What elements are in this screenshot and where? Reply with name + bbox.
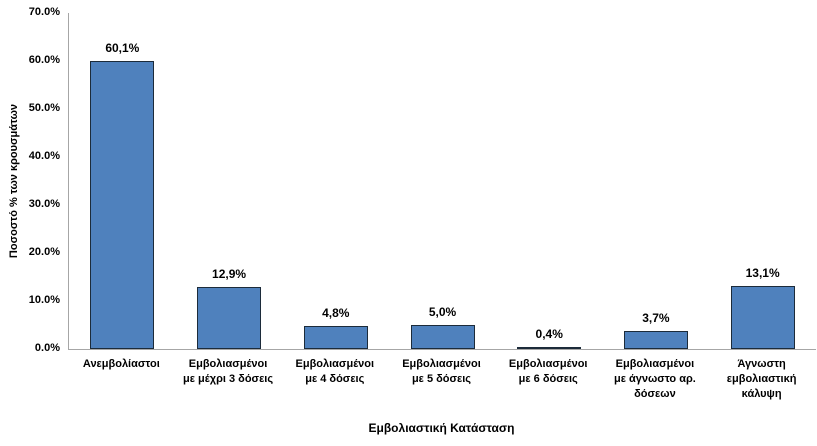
- bar-value-label: 5,0%: [428, 305, 457, 319]
- y-tick-label: 10.0%: [28, 294, 60, 306]
- bar-5: [623, 331, 688, 349]
- x-tick-label: Εμβολιασμένοι με 5 δόσεις: [402, 358, 481, 385]
- y-tick-label: 40.0%: [28, 150, 60, 162]
- bar-value-label: 60,1%: [105, 40, 140, 55]
- y-tick-label: 20.0%: [28, 246, 60, 258]
- y-tick-label: 30.0%: [28, 198, 60, 210]
- y-tick-label: 70.0%: [28, 6, 60, 18]
- bar-value-label: 12,9%: [212, 267, 247, 282]
- bar-6: [730, 286, 795, 349]
- x-tick-label: Εμβολιασμένοι με 6 δόσεις: [508, 358, 588, 385]
- y-tick-label: 60.0%: [28, 54, 60, 66]
- x-axis-title: Εμβολιαστική Κατάσταση: [368, 421, 515, 435]
- x-tick-label: Ανεμβολίαστοι: [82, 358, 160, 370]
- x-tick-label: Άγνωστη εμβολιαστική κάλυψη: [726, 358, 797, 400]
- plot-area: 60,1% 12,9% 4,8% 5,0% 0,4% 3,7% 13,1%: [68, 13, 816, 350]
- bar-3: [410, 325, 475, 349]
- y-tick-label: 50.0%: [28, 102, 60, 114]
- bar-0: [90, 60, 155, 349]
- bar-2: [303, 325, 368, 349]
- x-tick-label: Εμβολιασμένοι με μέχρι 3 δόσεις: [183, 358, 274, 385]
- bar-4: [517, 347, 582, 349]
- bar-value-label: 0,4%: [535, 327, 563, 341]
- y-tick-label: 0.0%: [34, 342, 60, 354]
- bar-value-label: 3,7%: [642, 311, 670, 326]
- bar-value-label: 4,8%: [322, 305, 350, 320]
- x-tick-label: Εμβολιασμένοι με άγνωστο αρ. δόσεων: [614, 358, 696, 400]
- x-tick-label: Εμβολιασμένοι με 4 δόσεις: [295, 358, 375, 385]
- bar-value-label: 13,1%: [745, 266, 780, 281]
- bar-1: [197, 287, 262, 349]
